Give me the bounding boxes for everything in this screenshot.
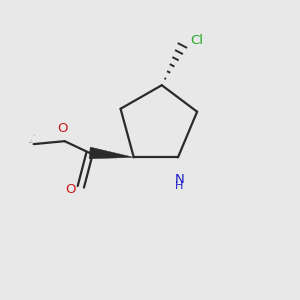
Text: N: N <box>175 173 184 186</box>
Polygon shape <box>89 147 134 159</box>
Text: O: O <box>57 122 68 135</box>
Text: O: O <box>31 140 32 141</box>
Text: O: O <box>34 135 35 136</box>
Text: H: H <box>175 181 184 191</box>
Text: Cl: Cl <box>190 34 204 47</box>
Text: methyl: methyl <box>29 141 34 142</box>
Text: O: O <box>65 183 76 196</box>
